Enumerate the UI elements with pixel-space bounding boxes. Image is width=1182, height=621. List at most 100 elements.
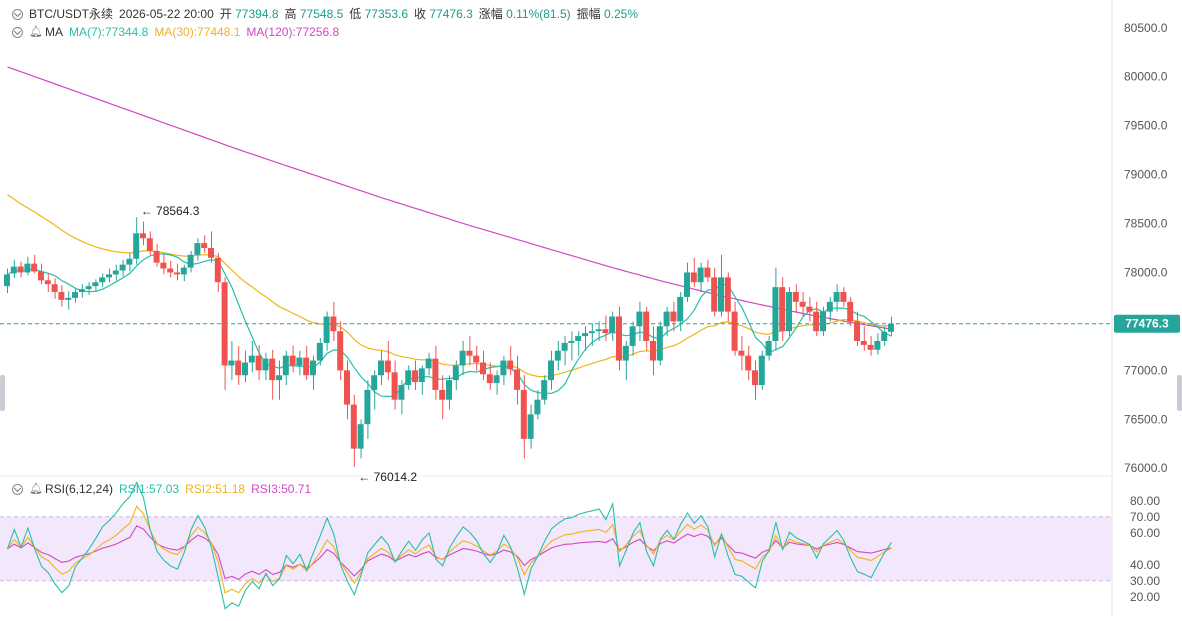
candle-body (10, 266, 17, 274)
candle-body (201, 243, 208, 248)
candle-body (650, 340, 656, 361)
symbol-name: BTC/USDT永续 (29, 7, 114, 21)
candle-body (684, 272, 690, 297)
candle-body (208, 248, 214, 258)
candle-body (718, 277, 724, 312)
price-axis-tick: 80000.0 (1124, 70, 1168, 84)
right-scroll-handle[interactable] (1177, 375, 1182, 411)
candle-body (269, 358, 276, 381)
candle-body (473, 355, 480, 363)
price-axis-tick: 79000.0 (1124, 168, 1168, 182)
candle-body (452, 365, 459, 381)
candle-body (582, 333, 588, 337)
candle-body (350, 404, 357, 449)
candle-body (99, 277, 106, 283)
candle-body (724, 277, 731, 312)
candle-body (854, 321, 860, 341)
candle-body (371, 375, 378, 390)
ma120-line (7, 66, 892, 330)
candle-body (520, 389, 527, 439)
candle-body (235, 360, 242, 376)
rsi1-line (6, 481, 892, 610)
candle-body (58, 292, 65, 300)
candle-body (656, 326, 663, 361)
candle-body (554, 350, 561, 361)
candle-body (697, 267, 704, 283)
candle-body (24, 263, 31, 273)
candle-body (364, 389, 371, 425)
rsi2-line (7, 505, 892, 594)
rsi-axis-tick: 70.00 (1130, 510, 1160, 524)
change-label: 涨幅 (478, 7, 503, 21)
ma30-line (7, 194, 892, 378)
ma-legend: 🔔︎ MA MA(7):77344.8 MA(30):77448.1 MA(12… (12, 25, 345, 39)
candle-body (405, 370, 412, 386)
price-axis-tick: 78500.0 (1124, 217, 1168, 231)
candle-body (248, 355, 255, 363)
candle-body (527, 414, 534, 439)
candle-body (126, 258, 133, 265)
candle-body (820, 311, 826, 332)
candle-body (391, 372, 398, 400)
candle-body (568, 340, 575, 343)
candle-body (833, 292, 840, 302)
rsi-axis-tick: 20.00 (1130, 590, 1160, 604)
ma-indicator-name[interactable]: MA (44, 25, 63, 39)
candle-body (425, 358, 432, 369)
candle-body (255, 355, 262, 371)
candle-body (323, 316, 330, 343)
candle-body (690, 272, 697, 283)
rsi-band (0, 516, 1112, 581)
candle-body (500, 360, 507, 376)
bar-datetime: 2026-05-22 20:00 (119, 7, 214, 21)
rsi2-value: RSI2:51.18 (185, 482, 246, 496)
candle-body (643, 311, 650, 341)
rsi3-value: RSI3:50.71 (251, 482, 312, 496)
candle-body (514, 369, 520, 390)
candle-body (670, 311, 677, 322)
candle-body (588, 331, 595, 334)
candle-body (133, 233, 140, 259)
candle-body (78, 289, 85, 293)
candle-body (65, 297, 72, 300)
candle-body (51, 284, 58, 293)
candle-body (738, 350, 745, 356)
collapse-chevron-icon[interactable] (12, 8, 23, 20)
candle-body (228, 360, 235, 366)
candle-body (745, 355, 752, 371)
candle-body (758, 355, 765, 386)
candle-body (826, 301, 833, 312)
candle-body (806, 306, 813, 312)
candle-body (779, 287, 786, 332)
collapse-chevron-icon[interactable] (12, 26, 23, 38)
low-label: 低 (349, 7, 362, 21)
candle-body (636, 311, 643, 327)
candle-body (541, 380, 548, 400)
candle-body (432, 358, 439, 390)
alert-bell-icon[interactable]: 🔔︎ (29, 26, 43, 38)
rsi-axis-tick: 60.00 (1130, 526, 1160, 540)
alert-bell-icon[interactable]: 🔔︎ (29, 483, 43, 495)
left-scroll-handle[interactable] (0, 375, 5, 411)
candle-body (881, 331, 888, 341)
candle-body (412, 370, 418, 383)
candle-body (765, 340, 772, 356)
candle-body (711, 277, 718, 312)
candle-body (92, 282, 99, 287)
candle-body (17, 266, 24, 273)
rsi-indicator-name[interactable]: RSI(6,12,24) (44, 482, 114, 496)
ma120-value: MA(120):77256.8 (246, 25, 340, 39)
rsi1-value: RSI1:57.03 (119, 482, 180, 496)
candle-body (262, 358, 269, 371)
candle-body (616, 316, 622, 361)
candle-body (167, 268, 174, 273)
extreme-price-annotation: ← 76014.2 (358, 470, 417, 484)
price-axis-tick: 78000.0 (1124, 265, 1168, 279)
candle-body (446, 380, 452, 400)
candle-body (378, 360, 384, 376)
collapse-chevron-icon[interactable] (12, 483, 23, 495)
candle-body (187, 254, 194, 268)
candle-body (72, 292, 78, 298)
candle-body (493, 375, 500, 384)
